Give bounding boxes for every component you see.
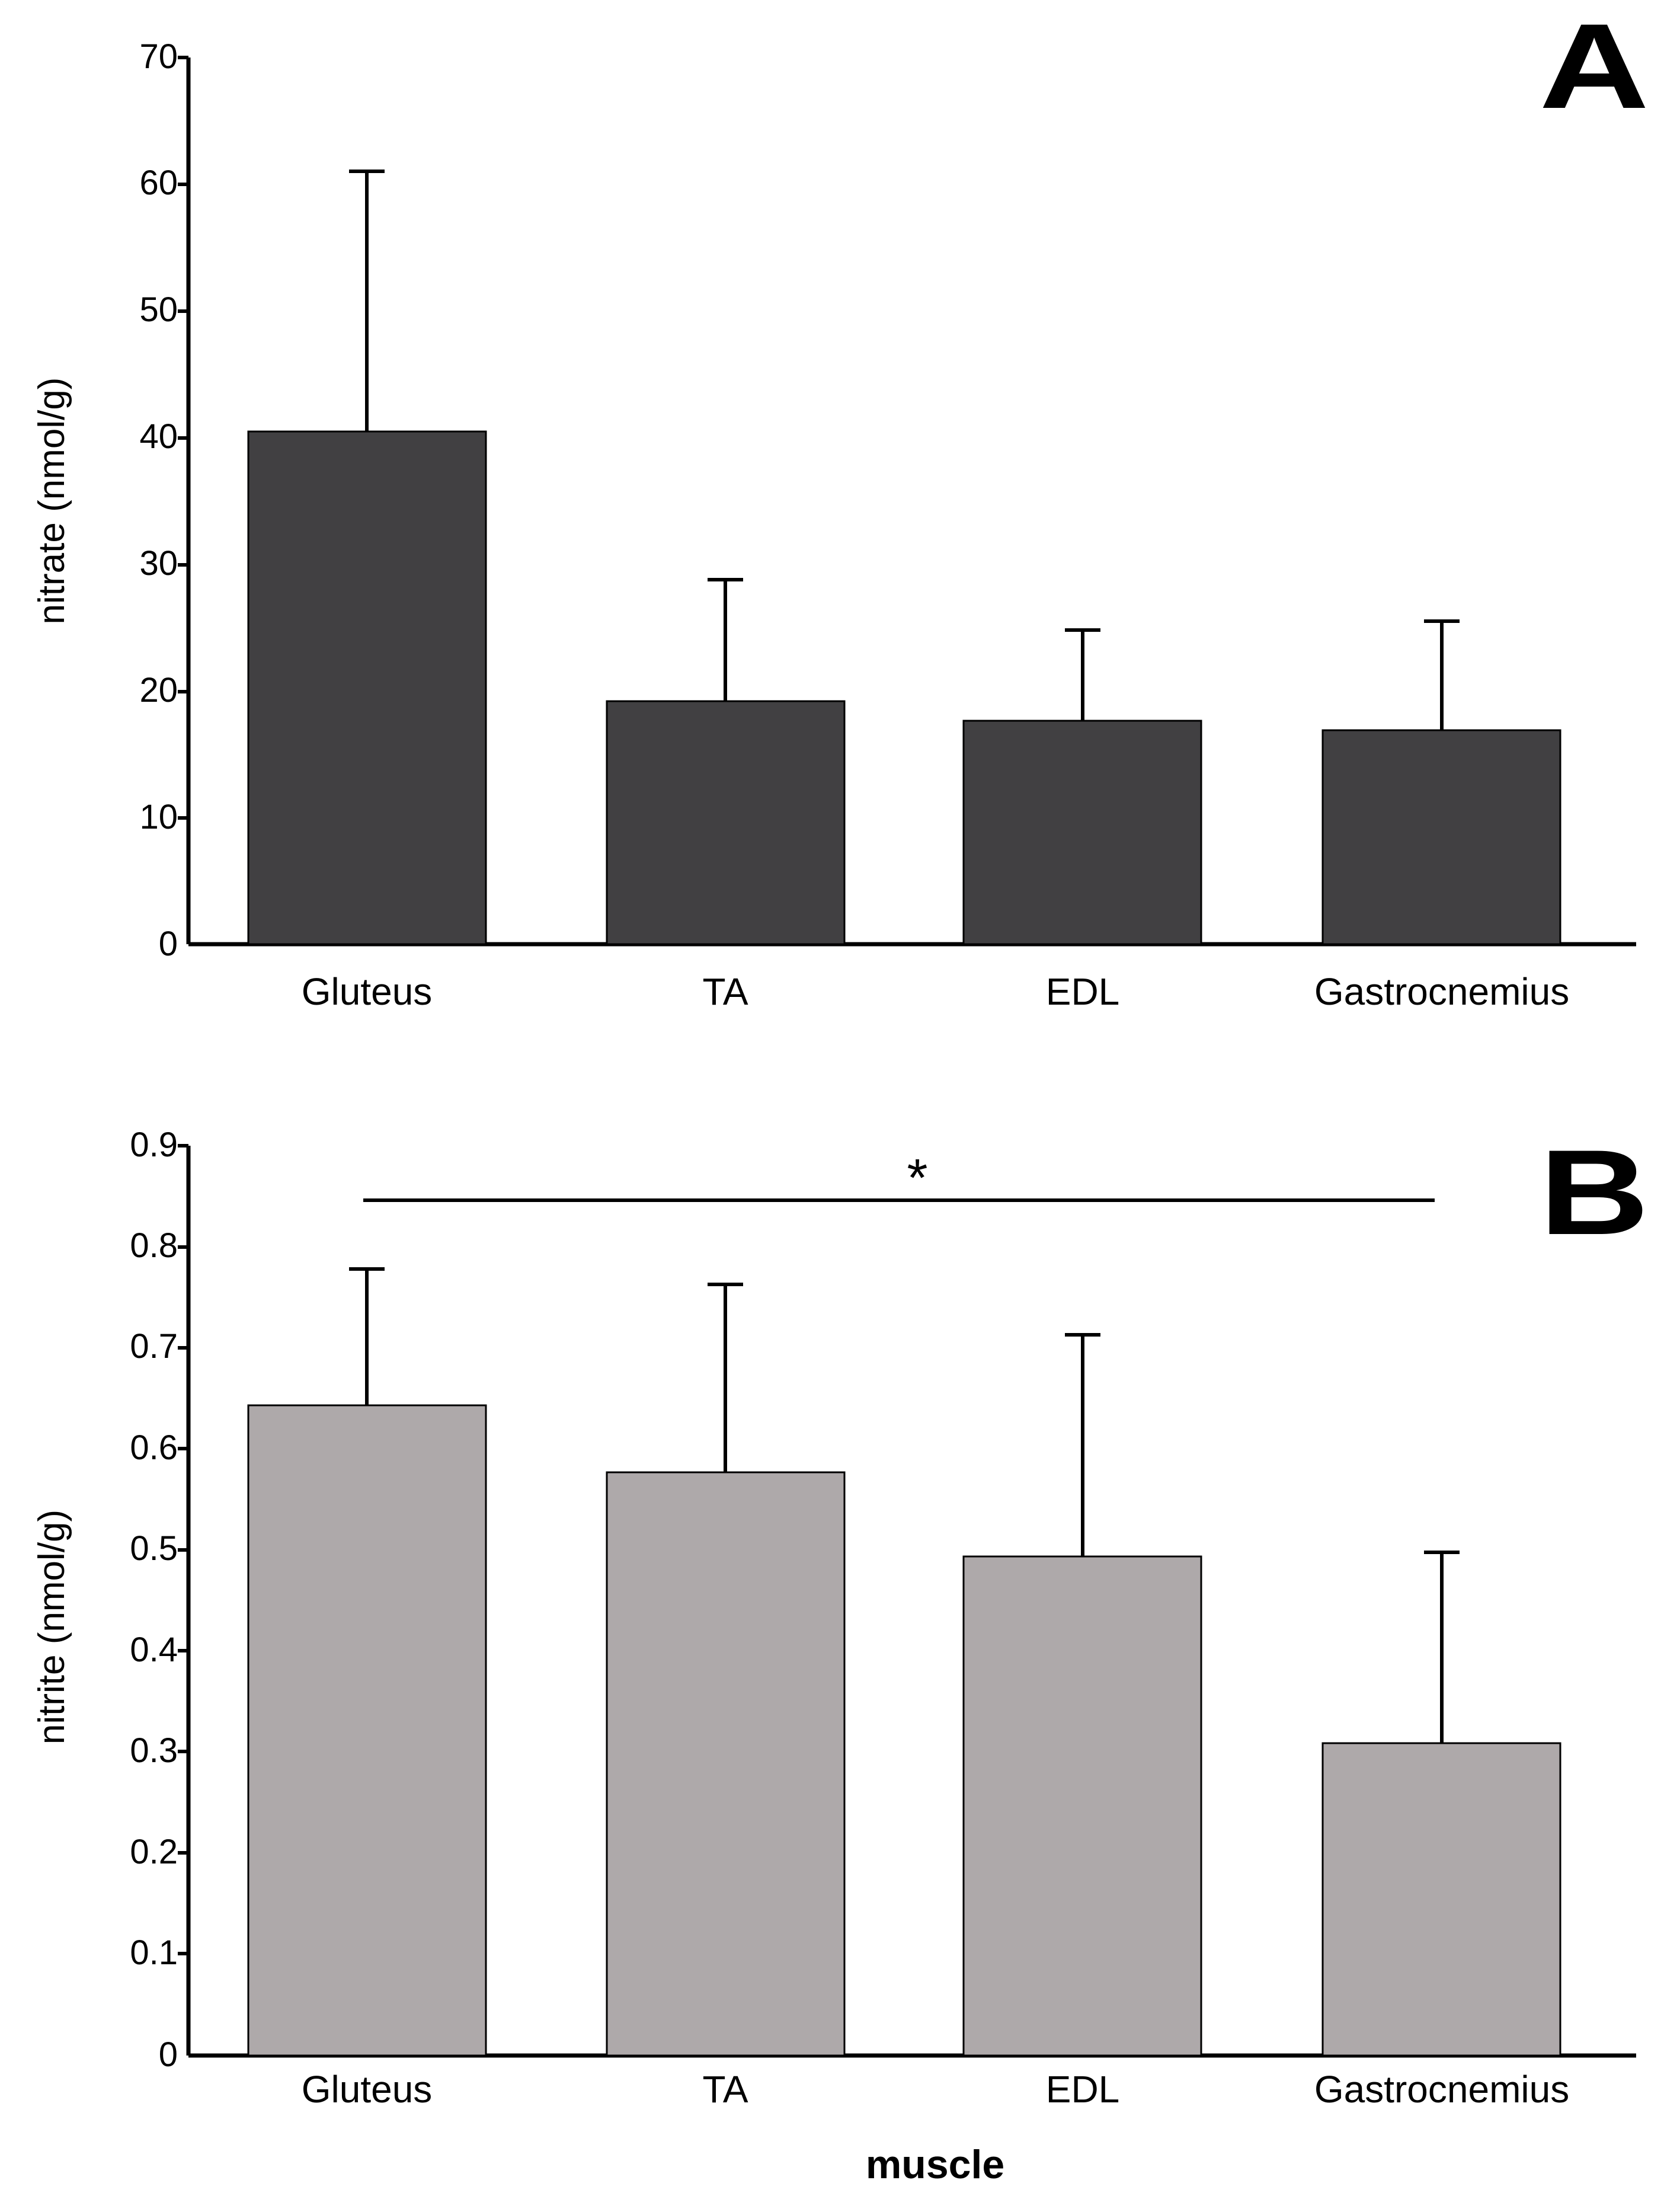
svg-text:muscle: muscle [866, 2142, 1004, 2187]
svg-text:0.3: 0.3 [130, 1731, 178, 1770]
svg-text:70: 70 [139, 37, 178, 76]
svg-text:EDL: EDL [1046, 2068, 1120, 2111]
svg-text:B: B [1539, 1126, 1649, 1260]
svg-text:40: 40 [139, 417, 178, 456]
svg-text:nitrate (nmol/g): nitrate (nmol/g) [31, 378, 72, 625]
svg-text:nitrite (nmol/g): nitrite (nmol/g) [31, 1510, 72, 1744]
svg-text:Gastrocnemius: Gastrocnemius [1314, 970, 1569, 1013]
svg-text:0.7: 0.7 [130, 1327, 178, 1366]
svg-text:0.5: 0.5 [130, 1529, 178, 1568]
svg-text:0.6: 0.6 [130, 1428, 178, 1467]
svg-text:*: * [907, 1149, 927, 1208]
svg-text:EDL: EDL [1046, 970, 1120, 1013]
svg-text:TA: TA [702, 970, 748, 1013]
svg-text:20: 20 [139, 671, 178, 709]
svg-text:0.8: 0.8 [130, 1226, 178, 1265]
svg-text:50: 50 [139, 290, 178, 329]
svg-text:0.2: 0.2 [130, 1833, 178, 1871]
svg-text:0: 0 [159, 925, 178, 963]
svg-text:Gastrocnemius: Gastrocnemius [1314, 2068, 1569, 2111]
svg-text:10: 10 [139, 798, 178, 836]
svg-text:60: 60 [139, 164, 178, 202]
svg-text:0.9: 0.9 [130, 1126, 178, 1164]
svg-text:0: 0 [159, 2035, 178, 2074]
svg-text:30: 30 [139, 544, 178, 583]
svg-text:0.4: 0.4 [130, 1631, 178, 1669]
svg-text:TA: TA [702, 2068, 748, 2111]
svg-text:Gluteus: Gluteus [302, 970, 433, 1013]
svg-text:Gluteus: Gluteus [302, 2068, 433, 2111]
svg-text:A: A [1539, 0, 1649, 134]
svg-text:0.1: 0.1 [130, 1933, 178, 1972]
